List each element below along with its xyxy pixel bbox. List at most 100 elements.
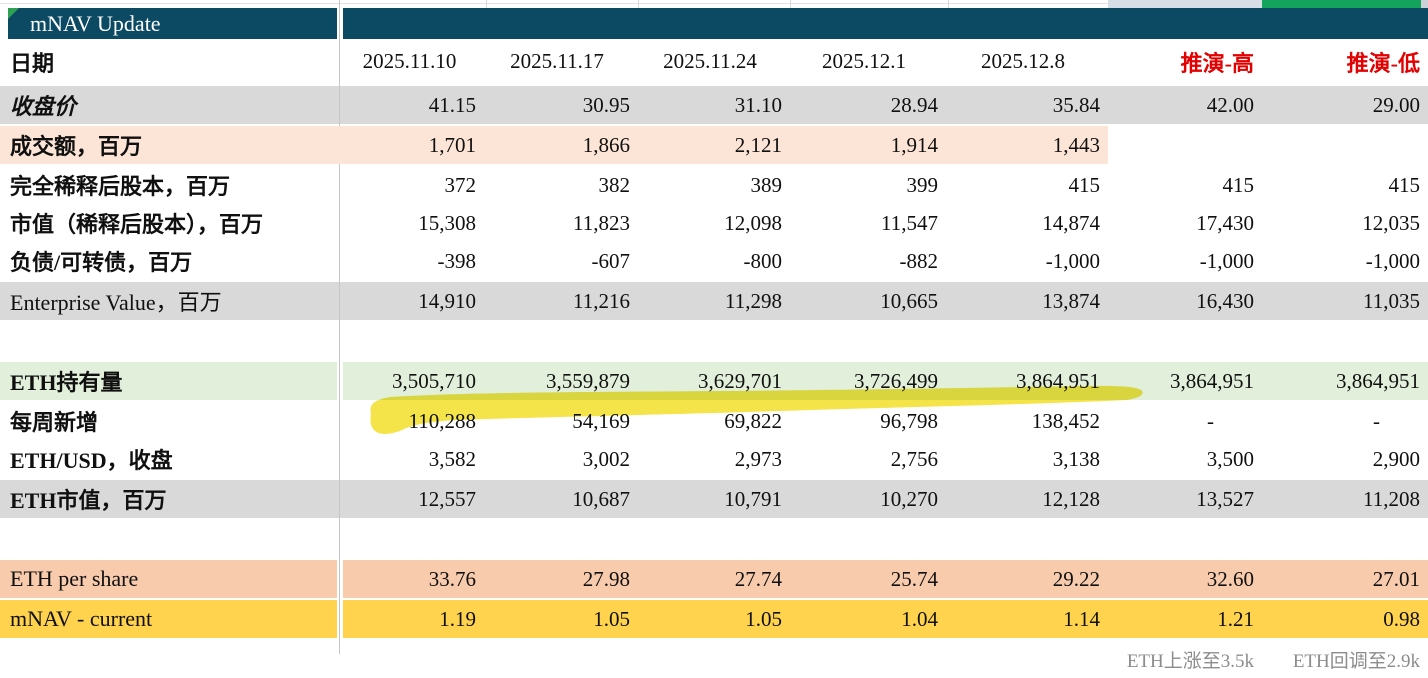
cell-weekly-added-col4[interactable]: 138,452 — [1031, 408, 1100, 433]
cell-debt-convertible-col0[interactable]: -398 — [437, 248, 477, 273]
cell-volume-col3[interactable]: 1,914 — [790, 124, 946, 166]
cell-enterprise-value-col4[interactable]: 13,874 — [946, 280, 1108, 322]
cell-diluted-shares-col1[interactable]: 382 — [598, 172, 631, 197]
cell-spacer-2-col3[interactable] — [790, 519, 946, 559]
row-label-diluted-shares[interactable]: 完全稀释后股本，百万 — [10, 174, 231, 199]
cell-diluted-shares-col4[interactable]: 415 — [1068, 172, 1101, 197]
cell-eth-usd-close-col5[interactable]: 3,500 — [1206, 446, 1254, 471]
cell-market-cap-col3[interactable]: 11,547 — [881, 210, 938, 235]
cell-eth-usd-close-col0[interactable]: 3,582 — [428, 446, 476, 471]
cell-close-price-col1[interactable]: 30.95 — [484, 84, 638, 126]
cell-close-price-col6[interactable]: 29.00 — [1262, 84, 1428, 126]
cell-eth-holdings-col0[interactable]: 3,505,710 — [343, 360, 484, 402]
cell-volume-col2[interactable]: 2,121 — [638, 124, 790, 166]
cell-eth-market-value-col0[interactable]: 12,557 — [343, 478, 484, 520]
cell-eth-market-value-col2[interactable]: 10,791 — [638, 478, 790, 520]
cell-spacer-1-col3[interactable] — [790, 321, 946, 361]
cell-eth-market-value-col1[interactable]: 10,687 — [484, 478, 638, 520]
cell-debt-convertible-col2[interactable]: -800 — [743, 248, 783, 273]
row-label-mnav-current[interactable]: mNAV - current — [0, 598, 337, 640]
row-label-close-price[interactable]: 收盘价 — [0, 84, 337, 126]
cell-diluted-shares-col3[interactable]: 399 — [906, 172, 939, 197]
column-header-date-0[interactable]: 2025.11.10 — [362, 49, 457, 73]
cell-enterprise-value-col5[interactable]: 16,430 — [1108, 280, 1262, 322]
row-label-eth-usd-close[interactable]: ETH/USD，收盘 — [10, 448, 173, 473]
column-header-date-2[interactable]: 2025.11.24 — [663, 49, 757, 73]
cell-eth-holdings-col4[interactable]: 3,864,951 — [946, 360, 1108, 402]
cell-volume-col1[interactable]: 1,866 — [484, 124, 638, 166]
cell-mnav-current-col2[interactable]: 1.05 — [638, 598, 790, 640]
cell-spacer-1-col6[interactable] — [1262, 321, 1428, 361]
cell-spacer-2-col2[interactable] — [638, 519, 790, 559]
column-header-date-1[interactable]: 2025.11.17 — [510, 49, 604, 73]
cell-debt-convertible-col3[interactable]: -882 — [899, 248, 939, 273]
cell-enterprise-value-col0[interactable]: 14,910 — [343, 280, 484, 322]
cell-eth-holdings-col5[interactable]: 3,864,951 — [1108, 360, 1262, 402]
cell-mnav-current-col0[interactable]: 1.19 — [343, 598, 484, 640]
cell-volume-col6[interactable] — [1262, 124, 1428, 166]
cell-eth-per-share-col1[interactable]: 27.98 — [484, 558, 638, 600]
cell-market-cap-col2[interactable]: 12,098 — [724, 210, 782, 235]
cell-close-price-col3[interactable]: 28.94 — [790, 84, 946, 126]
cell-volume-col5[interactable] — [1108, 124, 1262, 166]
cell-spacer-2-col4[interactable] — [946, 519, 1108, 559]
cell-market-cap-col4[interactable]: 14,874 — [1042, 210, 1100, 235]
cell-eth-per-share-col3[interactable]: 25.74 — [790, 558, 946, 600]
cell-debt-convertible-col5[interactable]: -1,000 — [1199, 248, 1254, 273]
cell-eth-usd-close-col3[interactable]: 2,756 — [890, 446, 938, 471]
row-label-spacer-2[interactable] — [0, 519, 337, 559]
cell-spacer-1-col0[interactable] — [343, 321, 484, 361]
cell-market-cap-col0[interactable]: 15,308 — [418, 210, 476, 235]
column-header-scenario-high[interactable]: 推演-高 — [1180, 50, 1254, 76]
column-header-scenario-low[interactable]: 推演-低 — [1346, 50, 1420, 76]
cell-volume-col4[interactable]: 1,443 — [946, 124, 1108, 166]
cell-market-cap-col1[interactable]: 11,823 — [573, 210, 630, 235]
cell-spacer-1-col4[interactable] — [946, 321, 1108, 361]
cell-close-price-col5[interactable]: 42.00 — [1108, 84, 1262, 126]
row-label-weekly-added[interactable]: 每周新增 — [10, 410, 99, 435]
row-label-eth-per-share[interactable]: ETH per share — [0, 558, 337, 600]
cell-eth-usd-close-col2[interactable]: 2,973 — [734, 446, 782, 471]
cell-volume-col0[interactable]: 1,701 — [343, 124, 484, 166]
cell-mnav-current-col6[interactable]: 0.98 — [1262, 598, 1428, 640]
cell-diluted-shares-col6[interactable]: 415 — [1388, 172, 1421, 197]
cell-eth-usd-close-col4[interactable]: 3,138 — [1052, 446, 1100, 471]
cell-eth-usd-close-col6[interactable]: 2,900 — [1372, 446, 1420, 471]
cell-eth-per-share-col2[interactable]: 27.74 — [638, 558, 790, 600]
row-label-eth-holdings[interactable]: ETH持有量 — [0, 360, 337, 402]
row-label-spacer-1[interactable] — [0, 321, 337, 361]
cell-eth-per-share-col6[interactable]: 27.01 — [1262, 558, 1428, 600]
row-label-debt-convertible[interactable]: 负债/可转债，百万 — [10, 250, 193, 275]
cell-debt-convertible-col1[interactable]: -607 — [591, 248, 631, 273]
cell-weekly-added-col0[interactable]: 110,288 — [408, 408, 476, 433]
cell-eth-holdings-col6[interactable]: 3,864,951 — [1262, 360, 1428, 402]
cell-diluted-shares-col0[interactable]: 372 — [444, 172, 477, 197]
cell-enterprise-value-col1[interactable]: 11,216 — [484, 280, 638, 322]
row-label-volume[interactable]: 成交额，百万 — [0, 124, 337, 166]
cell-close-price-col0[interactable]: 41.15 — [343, 84, 484, 126]
column-header-date-4[interactable]: 2025.12.8 — [981, 49, 1065, 73]
cell-eth-per-share-col4[interactable]: 29.22 — [946, 558, 1108, 600]
cell-mnav-current-col3[interactable]: 1.04 — [790, 598, 946, 640]
row-label-enterprise-value[interactable]: Enterprise Value，百万 — [0, 280, 337, 322]
cell-market-cap-col6[interactable]: 12,035 — [1362, 210, 1420, 235]
cell-eth-market-value-col5[interactable]: 13,527 — [1108, 478, 1262, 520]
cell-spacer-2-col5[interactable] — [1108, 519, 1262, 559]
cell-market-cap-col5[interactable]: 17,430 — [1196, 210, 1254, 235]
cell-close-price-col4[interactable]: 35.84 — [946, 84, 1108, 126]
row-label-market-cap[interactable]: 市值（稀释后股本），百万 — [10, 212, 264, 237]
cell-eth-market-value-col6[interactable]: 11,208 — [1262, 478, 1428, 520]
cell-eth-per-share-col0[interactable]: 33.76 — [343, 558, 484, 600]
cell-weekly-added-col2[interactable]: 69,822 — [724, 408, 782, 433]
cell-spacer-1-col1[interactable] — [484, 321, 638, 361]
column-header-date-3[interactable]: 2025.12.1 — [822, 49, 906, 73]
cell-debt-convertible-col6[interactable]: -1,000 — [1365, 248, 1420, 273]
cell-spacer-1-col5[interactable] — [1108, 321, 1262, 361]
cell-debt-convertible-col4[interactable]: -1,000 — [1045, 248, 1100, 273]
cell-eth-per-share-col5[interactable]: 32.60 — [1108, 558, 1262, 600]
cell-mnav-current-col1[interactable]: 1.05 — [484, 598, 638, 640]
cell-eth-holdings-col2[interactable]: 3,629,701 — [638, 360, 790, 402]
title-cell[interactable]: mNAV Update — [8, 8, 337, 39]
cell-close-price-col2[interactable]: 31.10 — [638, 84, 790, 126]
row-label-eth-market-value[interactable]: ETH市值，百万 — [0, 478, 337, 520]
